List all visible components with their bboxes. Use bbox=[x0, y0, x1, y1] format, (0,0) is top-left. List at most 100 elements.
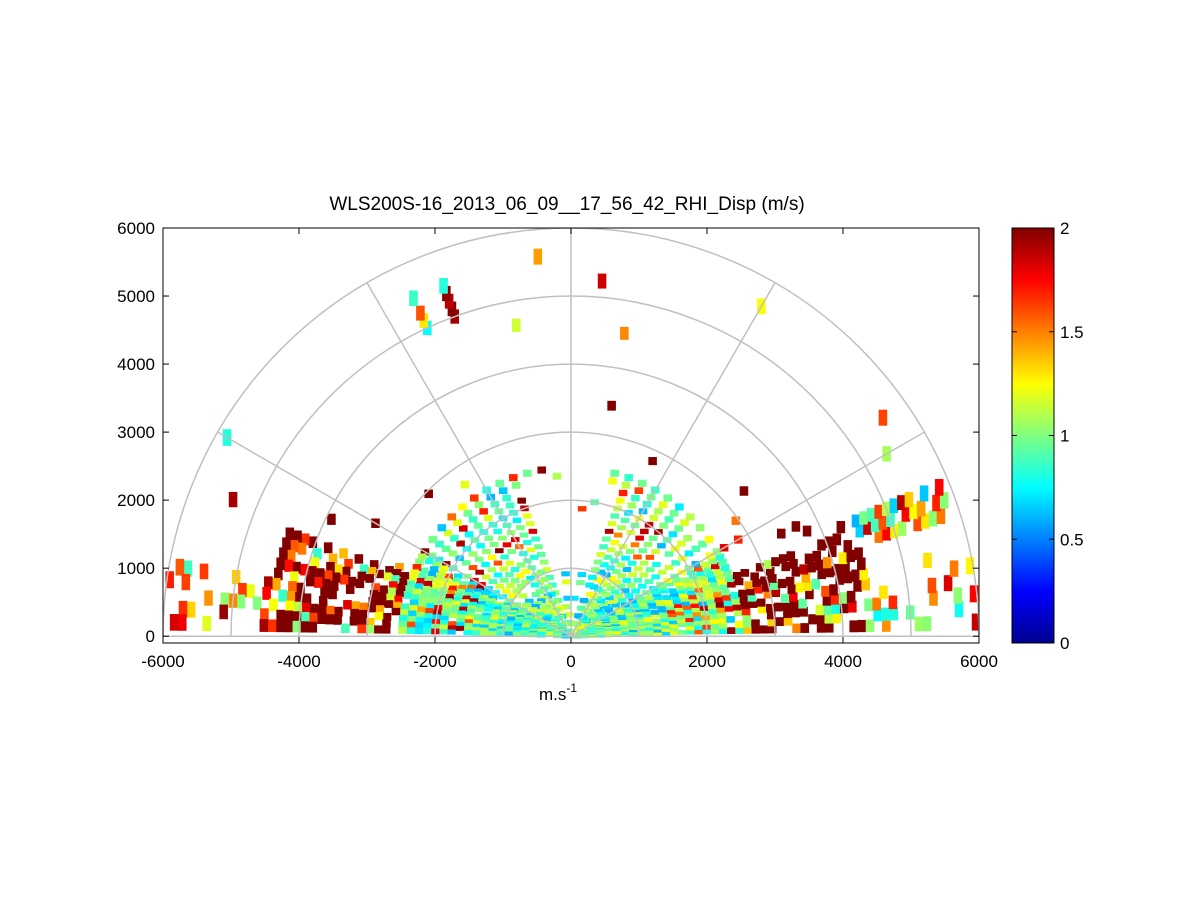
x-tick-label: 2000 bbox=[688, 652, 726, 671]
range-gate bbox=[652, 618, 662, 624]
range-gate bbox=[803, 580, 813, 591]
range-gate bbox=[628, 572, 637, 578]
range-gate bbox=[528, 632, 538, 638]
range-gate bbox=[645, 625, 654, 631]
range-gate bbox=[676, 584, 685, 591]
range-gate bbox=[800, 623, 810, 633]
range-gate bbox=[579, 597, 589, 603]
range-gate bbox=[822, 557, 832, 569]
range-gate bbox=[489, 617, 499, 623]
range-gate bbox=[313, 548, 322, 560]
range-gate bbox=[428, 535, 438, 543]
range-gate bbox=[667, 608, 676, 614]
range-gate bbox=[414, 627, 424, 635]
range-gate bbox=[932, 494, 941, 512]
range-gate bbox=[650, 609, 659, 615]
range-gate bbox=[620, 517, 630, 523]
range-gate bbox=[534, 544, 543, 550]
range-gate bbox=[393, 595, 403, 604]
range-gate bbox=[343, 600, 352, 610]
range-gate bbox=[317, 613, 326, 624]
range-gate bbox=[528, 528, 538, 534]
range-gate bbox=[668, 531, 678, 538]
range-gate bbox=[916, 500, 926, 517]
range-gate bbox=[929, 590, 938, 606]
range-gate bbox=[660, 620, 670, 626]
range-gate bbox=[339, 548, 348, 559]
range-gate bbox=[236, 594, 246, 609]
range-gate bbox=[457, 610, 467, 616]
range-gate bbox=[493, 560, 503, 566]
range-gate bbox=[708, 557, 717, 565]
range-gate bbox=[487, 598, 496, 604]
range-gate bbox=[608, 477, 617, 485]
range-gate bbox=[429, 566, 439, 573]
range-gate bbox=[448, 585, 457, 591]
range-gate bbox=[807, 561, 816, 573]
range-gate bbox=[414, 622, 424, 629]
range-gate bbox=[416, 606, 426, 613]
range-gate bbox=[177, 614, 187, 631]
range-gate bbox=[643, 541, 653, 547]
range-gate bbox=[654, 508, 663, 515]
range-gate bbox=[259, 619, 269, 632]
range-gate bbox=[441, 545, 451, 552]
range-gate bbox=[620, 326, 629, 340]
range-gate bbox=[286, 590, 296, 603]
range-gate bbox=[913, 515, 922, 532]
range-gate bbox=[344, 558, 353, 569]
range-gate bbox=[610, 589, 620, 595]
range-gate bbox=[482, 612, 491, 618]
range-gate bbox=[669, 509, 679, 517]
range-gate bbox=[604, 607, 614, 613]
range-gate bbox=[561, 579, 571, 585]
range-gate bbox=[821, 585, 830, 597]
range-gate bbox=[597, 273, 607, 289]
range-gate bbox=[702, 583, 711, 590]
range-gate bbox=[610, 469, 619, 477]
range-gate bbox=[825, 566, 834, 578]
colorbar-tick-label: 1 bbox=[1060, 427, 1069, 446]
range-gate bbox=[855, 524, 865, 538]
range-gate bbox=[658, 569, 667, 575]
range-gate bbox=[695, 524, 705, 532]
range-gate bbox=[778, 554, 788, 564]
range-gate bbox=[461, 595, 471, 601]
range-gate bbox=[377, 591, 387, 601]
range-gate bbox=[420, 567, 429, 575]
range-gate bbox=[285, 527, 295, 541]
range-gate bbox=[484, 515, 493, 522]
range-gate bbox=[391, 607, 401, 616]
range-gate bbox=[440, 611, 450, 617]
range-gate bbox=[407, 616, 416, 623]
range-gate bbox=[843, 540, 853, 553]
range-gate bbox=[767, 617, 777, 627]
range-gate bbox=[511, 481, 521, 489]
range-gate bbox=[483, 606, 493, 612]
range-gate bbox=[653, 630, 663, 636]
range-gate bbox=[829, 584, 838, 596]
range-gate bbox=[459, 525, 468, 532]
range-gate bbox=[706, 598, 716, 605]
range-gate bbox=[491, 609, 501, 615]
range-gate bbox=[763, 560, 773, 569]
range-gate bbox=[815, 559, 824, 571]
range-gate bbox=[375, 569, 384, 579]
range-gate bbox=[466, 584, 476, 590]
range-gate bbox=[846, 549, 856, 563]
range-gate bbox=[586, 591, 595, 597]
range-gate bbox=[683, 608, 693, 614]
range-gate bbox=[403, 591, 412, 599]
range-gate bbox=[633, 577, 642, 583]
range-gate bbox=[492, 606, 502, 612]
range-gate bbox=[817, 539, 826, 551]
range-gate bbox=[479, 594, 489, 600]
range-gate bbox=[686, 629, 695, 635]
range-gate bbox=[392, 569, 402, 577]
range-gate bbox=[468, 551, 478, 557]
range-gate bbox=[272, 577, 281, 591]
range-gate bbox=[675, 503, 684, 511]
range-gate bbox=[447, 301, 457, 317]
range-gate bbox=[888, 595, 898, 610]
range-gate bbox=[843, 571, 852, 584]
